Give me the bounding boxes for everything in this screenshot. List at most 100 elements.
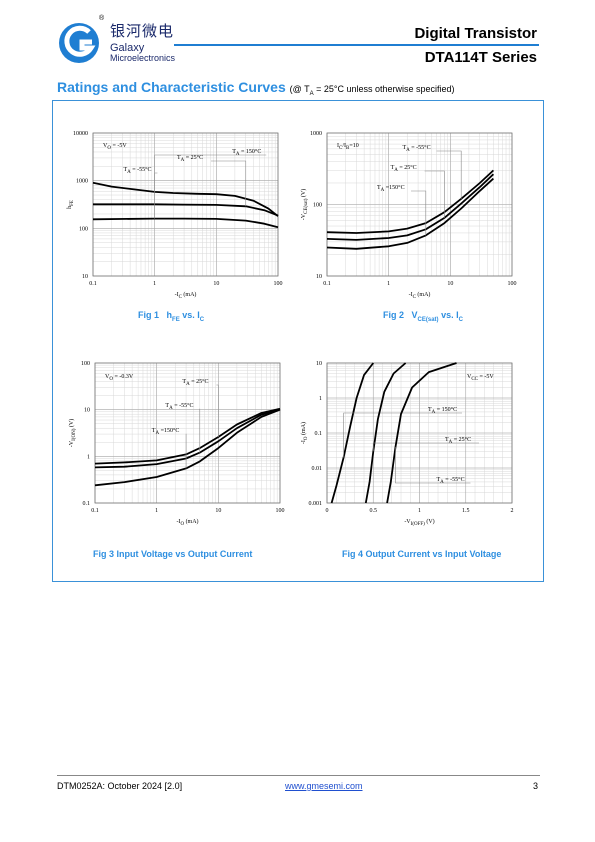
x-tick-label: 0.1 xyxy=(323,281,331,287)
x-tick-label: 10 xyxy=(215,508,221,514)
series-line xyxy=(92,217,279,229)
y-tick-label: 10 xyxy=(316,361,322,367)
product-type-title: Digital Transistor xyxy=(414,25,537,42)
plot-border xyxy=(326,132,513,277)
y-tick-label: 10000 xyxy=(73,131,88,137)
galaxy-logo-icon xyxy=(59,23,99,63)
series-leader-line xyxy=(372,442,479,452)
plot-border xyxy=(94,362,281,504)
y-tick-label: 1000 xyxy=(76,179,88,185)
x-tick-label: 0 xyxy=(326,508,329,514)
series-label: TA = -55°C xyxy=(403,144,431,153)
x-tick-label: 1.5 xyxy=(462,508,470,514)
y-tick-label: 10 xyxy=(82,274,88,280)
section-title: Ratings and Characteristic Curves (@ TA … xyxy=(57,79,455,97)
x-axis-label: -IO (mA) xyxy=(176,518,198,527)
registered-mark: ® xyxy=(99,15,105,22)
series-leader-line xyxy=(154,172,158,219)
section-title-text: Ratings and Characteristic Curves xyxy=(57,79,286,95)
y-tick-label: 0.1 xyxy=(83,501,91,507)
series-line xyxy=(93,203,279,217)
series-leader-line xyxy=(436,150,462,199)
brand-chinese-name: 银河微电 xyxy=(110,22,175,40)
y-tick-label: 0.01 xyxy=(312,466,323,472)
header-divider xyxy=(174,44,539,46)
series-label: TA =150°C xyxy=(152,427,180,436)
fig3-chart: 0.1 1 10 100 0.1 1 10 100 -IO (mA) -VI(ON) (V) VO … xyxy=(68,361,285,527)
x-tick-label: 1 xyxy=(153,281,156,287)
series-leader-line xyxy=(395,446,471,484)
fig2-caption: Fig 2 VCE(sat) vs. IC xyxy=(383,310,463,323)
fig4-chart: 0 0.5 1 1.5 2 0.001 0.01 0.1 1 10 -VI(OFF) (V) -IO … xyxy=(300,361,514,527)
fig4-caption: Fig 4 Output Current vs Input Voltage xyxy=(342,549,502,559)
x-tick-label: 2 xyxy=(511,508,514,514)
x-axis-label: -VI(OFF) (V) xyxy=(404,518,434,527)
series-label: TA = -55°C xyxy=(437,476,465,485)
footer-website-link[interactable]: www.gmesemi.com xyxy=(285,781,363,791)
y-tick-label: 100 xyxy=(79,226,88,232)
fig1-chart: 0.1 1 10 100 10 100 1000 10000 -IC (mA) hFE VO = -… xyxy=(67,131,283,300)
brand-name-line2: Microelectronics xyxy=(110,53,176,63)
series-line xyxy=(326,173,495,241)
series-label: TA = 25°C xyxy=(182,378,208,387)
y-tick-label: 1 xyxy=(87,454,90,460)
y-tick-label: 100 xyxy=(313,203,322,209)
series-label: TA = 150°C xyxy=(428,406,457,415)
x-tick-label: 100 xyxy=(508,281,517,287)
chart-condition-label: VO = -0.3V xyxy=(105,374,134,382)
y-tick-label: 100 xyxy=(81,361,90,367)
series-label: TA = 150°C xyxy=(232,148,261,157)
y-axis-label: hFE xyxy=(67,200,75,209)
x-tick-label: 1 xyxy=(387,281,390,287)
series-leader-line xyxy=(211,160,247,207)
x-axis-label: -IC (mA) xyxy=(409,291,431,300)
x-tick-label: 100 xyxy=(276,508,285,514)
series-leader-line xyxy=(411,190,427,236)
product-series-title: DTA114T Series xyxy=(424,49,537,66)
series-line xyxy=(330,362,375,504)
footer-doc-id: DTM0252A: October 2024 [2.0] xyxy=(57,781,183,791)
footer-divider xyxy=(57,775,540,776)
brand-name-line1: Galaxy xyxy=(110,42,145,54)
charts-frame: 0.1 1 10 100 10 100 1000 10000 -IC (mA) hFE VO = -… xyxy=(52,100,544,582)
x-tick-label: 10 xyxy=(213,281,219,287)
series-line xyxy=(364,362,407,504)
y-axis-label: -VCE(sat) (V) xyxy=(300,189,309,220)
series-line xyxy=(386,362,457,504)
y-tick-label: 1000 xyxy=(310,131,322,137)
x-tick-label: 100 xyxy=(274,281,283,287)
series-line xyxy=(92,181,279,217)
series-label: TA = -55°C xyxy=(123,166,151,175)
x-tick-label: 0.1 xyxy=(89,281,97,287)
section-note: (@ TA = 25°C unless otherwise specified) xyxy=(289,84,455,97)
x-tick-label: 1 xyxy=(155,508,158,514)
y-axis-label: -VI(ON) (V) xyxy=(68,419,77,447)
y-tick-label: 1 xyxy=(319,396,322,402)
series-leader-line xyxy=(216,384,219,437)
y-tick-label: 0.1 xyxy=(315,431,323,437)
chart-condition-label: VO = -5V xyxy=(103,143,127,151)
footer-page-number: 3 xyxy=(532,781,538,791)
y-tick-label: 10 xyxy=(84,408,90,414)
series-line xyxy=(326,177,495,250)
fig3-caption: Fig 3 Input Voltage vs Output Current xyxy=(93,549,253,559)
series-label: TA = 25°C xyxy=(445,436,471,445)
fig1-caption: Fig 1 hFE vs. IC xyxy=(138,310,205,323)
series-label: TA = -55°C xyxy=(165,402,193,411)
x-tick-label: 0.1 xyxy=(91,508,99,514)
fig2-chart: 0.1 1 10 100 10 100 1000 -IC (mA) -VCE(sat) (V) I… xyxy=(300,131,517,300)
y-tick-label: 10 xyxy=(316,274,322,280)
series-leader-line xyxy=(343,412,462,458)
x-tick-label: 10 xyxy=(447,281,453,287)
chart-condition-label: IC/IB=10 xyxy=(337,143,359,151)
series-label: TA = 25°C xyxy=(177,154,203,163)
plot-border xyxy=(326,362,513,504)
series-leader-line xyxy=(424,170,445,218)
x-axis-label: -IC (mA) xyxy=(175,291,197,300)
y-axis-label: -IO (mA) xyxy=(300,422,309,444)
chart-condition-label: VCC = -5V xyxy=(467,374,494,382)
y-tick-label: 0.001 xyxy=(309,501,323,507)
series-label: TA = 25°C xyxy=(391,164,417,173)
grid-lines xyxy=(94,363,280,504)
x-tick-label: 0.5 xyxy=(370,508,378,514)
